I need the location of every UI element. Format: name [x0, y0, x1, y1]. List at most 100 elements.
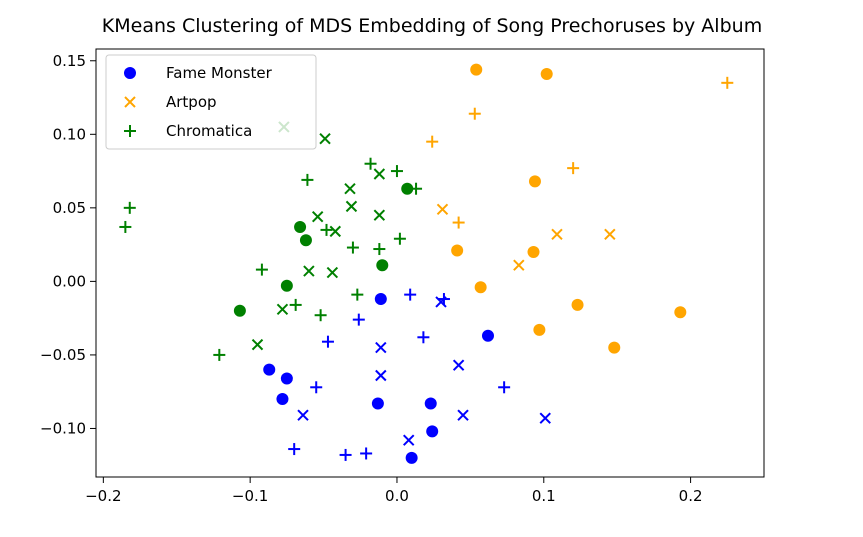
- legend-box: [105, 54, 317, 150]
- point-x: [539, 412, 551, 424]
- point-x: [373, 168, 386, 180]
- y-axis: 0.15 0.10 0.05 0.00 −0.05 −0.10: [40, 52, 96, 437]
- y-tick-label: 0.10: [53, 125, 86, 143]
- point-plus: [417, 331, 430, 344]
- point-x: [326, 266, 339, 279]
- point-plus: [437, 293, 450, 306]
- x-tick-label: −0.1: [232, 487, 268, 505]
- point-circle: [263, 363, 276, 376]
- point-circle: [528, 175, 541, 188]
- point-circle: [374, 293, 387, 306]
- point-plus: [288, 443, 301, 456]
- point-x: [276, 303, 289, 316]
- point-plus: [310, 381, 323, 394]
- point-circle: [294, 220, 307, 233]
- point-circle: [608, 341, 621, 354]
- point-circle: [470, 63, 483, 76]
- point-plus: [393, 232, 406, 245]
- point-plus: [301, 173, 314, 186]
- point-plus: [255, 263, 268, 276]
- point-x: [457, 409, 469, 421]
- point-x: [604, 228, 616, 241]
- point-circle: [426, 425, 439, 438]
- legend-marker-x: [124, 96, 136, 108]
- point-plus: [351, 288, 364, 301]
- point-circle: [424, 397, 437, 410]
- point-circle: [276, 393, 289, 406]
- point-x: [373, 209, 386, 221]
- x-tick-label: 0.1: [532, 487, 556, 505]
- legend-label: Artpop: [166, 93, 217, 111]
- point-x: [303, 265, 315, 277]
- point-plus: [364, 157, 377, 170]
- point-x: [311, 210, 324, 223]
- point-plus: [314, 309, 327, 322]
- point-plus: [567, 162, 580, 175]
- point-plus: [123, 201, 136, 214]
- point-x: [344, 183, 356, 195]
- point-circle: [481, 329, 494, 342]
- point-x: [251, 338, 264, 351]
- point-circle: [233, 304, 246, 317]
- point-plus: [339, 448, 352, 461]
- point-plus: [468, 107, 481, 120]
- y-tick-label: 0.15: [53, 52, 86, 70]
- plot-area-frame: [95, 48, 765, 478]
- x-axis: −0.2 −0.1 0.0 0.1 0.2: [85, 477, 703, 505]
- point-plus: [721, 76, 734, 89]
- point-circle: [401, 182, 414, 195]
- point-circle: [540, 68, 553, 81]
- x-tick-label: 0.2: [679, 487, 703, 505]
- data-points: [119, 63, 734, 464]
- point-plus: [452, 216, 465, 229]
- point-plus: [119, 220, 132, 233]
- point-circle: [474, 281, 487, 294]
- x-tick-label: −0.2: [85, 487, 121, 505]
- point-plus: [213, 348, 226, 361]
- point-x: [345, 200, 358, 213]
- point-x: [436, 203, 449, 216]
- point-circle: [371, 397, 384, 410]
- point-circle: [571, 298, 584, 311]
- point-x: [513, 259, 525, 271]
- point-circle: [376, 259, 389, 272]
- point-circle: [405, 451, 418, 464]
- point-x: [297, 409, 309, 421]
- point-plus: [352, 313, 365, 326]
- point-plus: [390, 165, 403, 178]
- point-circle: [674, 306, 687, 319]
- point-circle: [451, 244, 464, 257]
- legend-label: Chromatica: [166, 122, 252, 140]
- legend-label: Fame Monster: [166, 64, 273, 82]
- x-tick-label: 0.0: [385, 487, 409, 505]
- point-plus: [410, 182, 423, 195]
- y-tick-label: −0.05: [40, 346, 86, 364]
- point-x: [452, 359, 465, 371]
- point-circle: [533, 323, 546, 336]
- point-plus: [426, 135, 439, 148]
- chart-title: KMeans Clustering of MDS Embedding of So…: [102, 15, 762, 37]
- legend-marker-plus: [124, 125, 136, 137]
- y-tick-label: 0.00: [53, 272, 86, 290]
- point-x: [319, 133, 331, 145]
- point-plus: [346, 241, 359, 254]
- point-circle: [527, 245, 540, 258]
- legend: Fame Monster Artpop Chromatica: [105, 54, 317, 150]
- legend-marker-circle: [124, 67, 136, 79]
- y-tick-label: 0.05: [53, 199, 86, 217]
- point-circle: [299, 234, 312, 247]
- point-plus: [289, 298, 302, 311]
- point-plus: [404, 288, 417, 301]
- point-circle: [280, 372, 293, 385]
- point-x: [375, 341, 387, 354]
- point-x: [403, 434, 415, 446]
- point-plus: [360, 447, 373, 460]
- point-plus: [498, 381, 511, 394]
- point-plus: [373, 243, 386, 256]
- point-plus: [321, 335, 334, 348]
- point-plus: [320, 223, 333, 236]
- point-circle: [280, 279, 293, 292]
- y-tick-label: −0.10: [40, 419, 86, 437]
- point-x: [375, 369, 387, 382]
